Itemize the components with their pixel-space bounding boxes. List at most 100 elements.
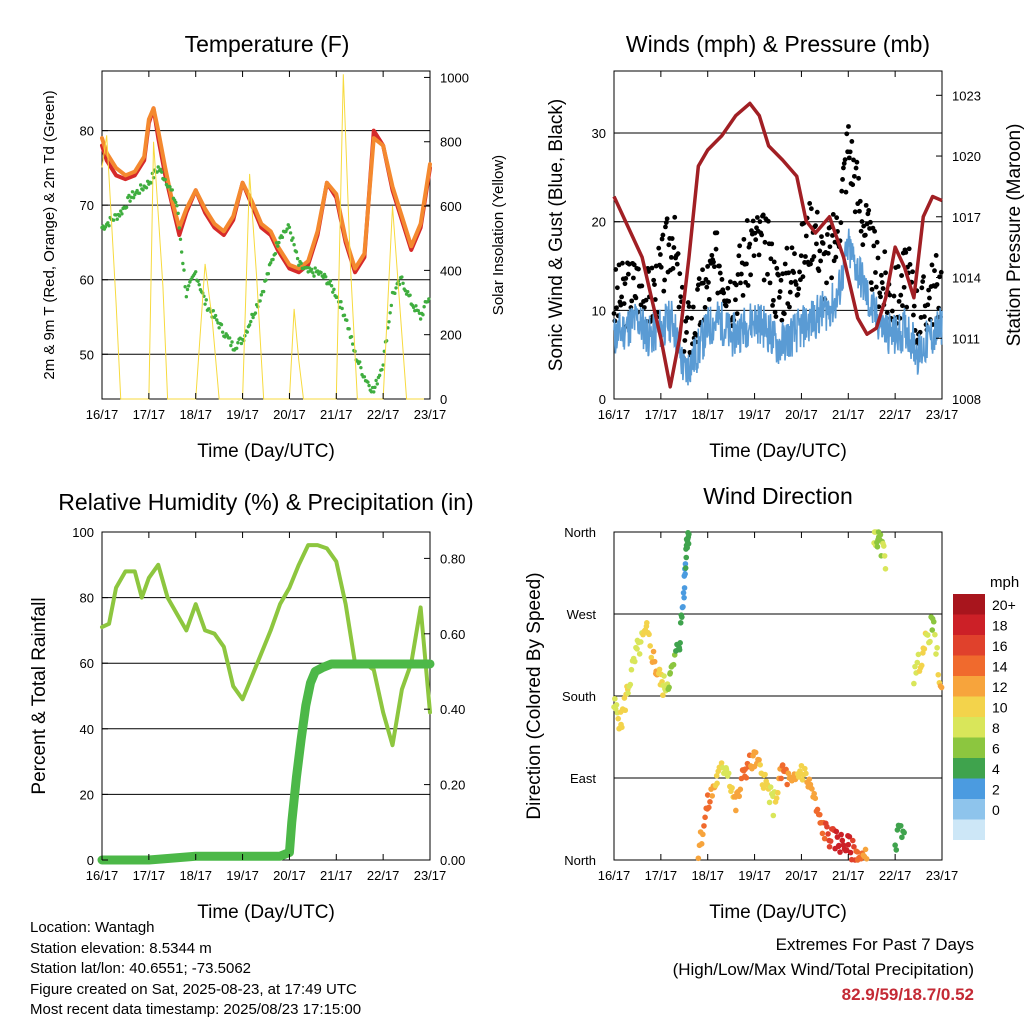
gust-point [862,232,868,238]
gust-point [820,240,826,246]
gust-point [658,264,664,270]
2m-td-point [380,367,384,372]
direction-point [651,658,658,665]
x-tick-label: 20/17 [273,407,306,422]
gust-point [733,282,739,288]
gust-point [840,177,845,182]
y-right-tick-label: 0.80 [440,551,465,566]
colorbar-swatch [953,737,985,758]
y-tick-label: East [570,771,596,786]
gust-point [811,254,817,259]
2m-td-point [358,360,362,364]
gust-point [899,273,905,278]
direction-point [826,843,833,850]
direction-point [775,789,781,796]
direction-point [752,749,759,756]
gust-point [779,317,785,323]
direction-title: Wind Direction [703,483,853,509]
gust-point [934,282,940,287]
colorbar-swatch [953,758,985,779]
gust-point [824,232,830,237]
direction-point [877,531,884,538]
gust-point [830,211,836,217]
station-latlon: Station lat/lon: 40.6551; -73.5062 [30,960,252,977]
direction-point [912,663,918,670]
direction-point [628,666,635,673]
gust-point [904,304,910,310]
gust-point [744,261,749,267]
direction-point [845,841,852,848]
gust-point [910,269,915,275]
y-right-tick-label: 1000 [440,70,469,85]
2m-td-point [374,378,378,383]
gust-point [614,305,619,311]
2m-td-point [280,235,285,240]
2m-td-point [329,284,334,288]
gust-point [638,302,644,308]
gust-point [784,245,790,251]
gust-point [643,297,649,303]
y-tick-label: 60 [80,656,94,671]
gust-point [613,267,619,272]
gust-point [883,270,888,276]
gust-point [727,279,733,285]
direction-point [833,828,840,835]
2m-td-point [196,279,200,284]
x-tick-label: 19/17 [226,407,259,422]
gust-point [857,198,863,204]
direction-point [612,695,618,702]
2m-td-point [186,284,191,288]
direction-point [881,543,887,549]
2m-td-point [103,225,108,229]
gust-point [808,206,814,212]
direction-point [760,785,767,791]
direction-point [707,799,713,805]
gust-point [830,233,835,238]
2m-td-point [137,191,142,195]
y-tick-label: 50 [80,347,94,362]
gust-point [670,266,676,271]
gust-point [686,304,692,309]
2m-td-point [359,365,363,370]
gust-point [921,274,926,280]
gust-point [874,239,880,245]
2m-td-point [235,346,239,351]
2m-td-point [220,330,225,334]
2m-td-point [253,311,258,315]
2m-td-point [229,343,233,348]
gust-point [674,261,680,267]
2m-td-point [406,290,410,294]
2m-td-point [179,250,184,254]
colorbar-swatch [953,799,985,820]
2m-td-point [416,308,420,313]
y-tick-label: 0 [87,853,94,868]
2m-td-point [141,188,145,192]
colorbar-label: 20+ [992,597,1016,613]
gust-point [664,216,670,222]
direction-point [718,760,725,766]
gust-point [717,263,722,269]
gust-point [803,233,809,239]
gust-point [938,269,944,275]
direction-point [650,648,657,655]
2m-td-point [156,165,160,169]
gust-point [937,274,942,280]
gust-point [782,261,788,267]
gust-point [706,296,712,302]
direction-point [685,540,692,547]
y-right-tick-label: 0.60 [440,627,465,642]
direction-point [812,795,819,802]
direction-point [743,775,750,781]
y-right-tick-label: 400 [440,263,462,278]
2m-td-point [168,185,172,189]
direction-point [646,631,652,638]
direction-point [683,554,690,561]
2m-td-point [194,270,198,274]
extremes-values: 82.9/59/18.7/0.52 [841,985,974,1004]
gust-point [788,280,794,285]
2m-td-point [276,244,280,248]
2m-td-point [268,261,273,265]
y-right-tick-label: 0.40 [440,702,465,717]
temperature-title: Temperature (F) [185,31,350,57]
